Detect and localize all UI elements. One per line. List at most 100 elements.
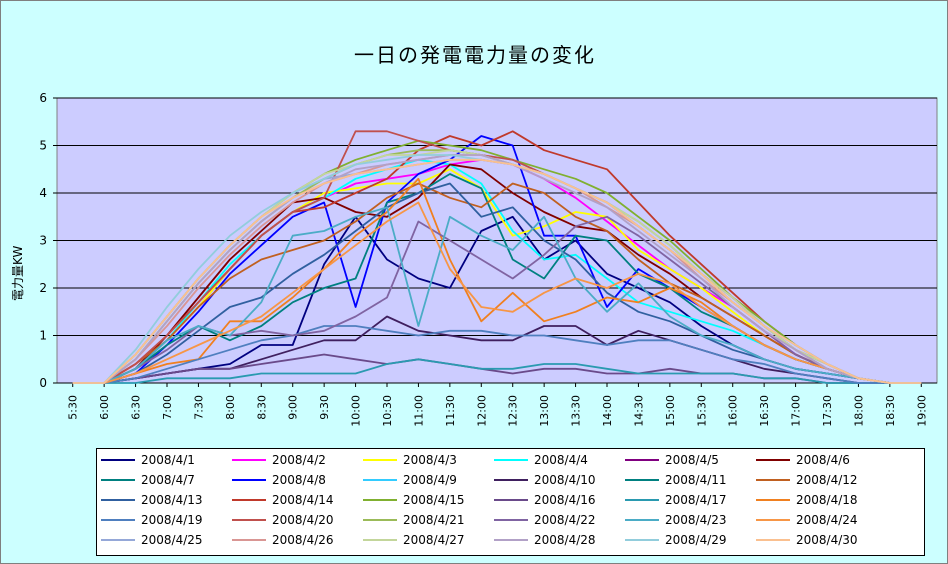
x-tick-label: 16:30 [758,395,771,427]
legend-item: 2008/4/17 [625,492,727,508]
legend-item: 2008/4/9 [363,472,457,488]
x-tick-label: 15:30 [695,395,708,427]
legend-label: 2008/4/3 [403,453,457,467]
legend-label: 2008/4/15 [403,493,465,507]
x-tick-label: 14:00 [601,395,614,427]
legend-swatch [232,519,266,521]
x-tick-label: 13:30 [570,395,583,427]
legend-swatch [494,479,528,481]
legend-swatch [756,459,790,461]
legend-label: 2008/4/30 [796,533,858,547]
x-tick-label: 11:00 [412,395,425,427]
legend-item: 2008/4/27 [363,532,465,548]
y-tick-label: 1 [39,329,47,343]
legend-label: 2008/4/21 [403,513,465,527]
legend-swatch [756,539,790,541]
y-tick-label: 3 [39,234,47,248]
plot-area: 0 1 2 3 4 5 6 5:30 6:00 6:30 7:00 7:30 8:00 8:30 9:00 9… [39,91,938,427]
x-tick-label: 13:00 [538,395,551,427]
legend-swatch [363,479,397,481]
legend-item: 2008/4/2 [232,452,326,468]
legend-swatch [625,499,659,501]
series-line [72,182,922,384]
legend-item: 2008/4/3 [363,452,457,468]
x-tick-label: 16:00 [727,395,740,427]
legend-swatch [363,459,397,461]
legend-item: 2008/4/19 [101,512,203,528]
y-tick-label: 6 [39,91,47,105]
y-axis-label: 電力量KW [11,245,25,301]
x-tick-label: 18:30 [884,395,897,427]
legend-label: 2008/4/13 [141,493,203,507]
legend-swatch [625,539,659,541]
legend-label: 2008/4/26 [272,533,334,547]
legend-swatch [494,539,528,541]
legend-swatch [756,519,790,521]
x-tick-label: 18:00 [852,395,865,427]
legend-item: 2008/4/22 [494,512,596,528]
x-tick-label: 8:00 [224,395,237,420]
legend-swatch [232,539,266,541]
legend-swatch [363,539,397,541]
legend-label: 2008/4/24 [796,513,858,527]
legend-item: 2008/4/26 [232,532,334,548]
series-line [72,206,922,384]
legend-item: 2008/4/7 [101,472,195,488]
legend-swatch [101,539,135,541]
legend-item: 2008/4/11 [625,472,727,488]
legend-swatch [101,519,135,521]
legend-item: 2008/4/12 [756,472,858,488]
legend-swatch [232,459,266,461]
legend-swatch [101,479,135,481]
x-tick-label: 17:30 [821,395,834,427]
legend-item: 2008/4/18 [756,492,858,508]
legend-label: 2008/4/29 [665,533,727,547]
legend-swatch [363,519,397,521]
series-line [72,201,922,384]
legend-label: 2008/4/1 [141,453,195,467]
legend-label: 2008/4/7 [141,473,195,487]
x-tick-label: 15:00 [664,395,677,427]
legend-label: 2008/4/27 [403,533,465,547]
y-tick-label: 5 [39,139,47,153]
legend-item: 2008/4/13 [101,492,203,508]
legend-item: 2008/4/14 [232,492,334,508]
x-tick-label: 6:00 [98,395,111,420]
legend-swatch [101,459,135,461]
legend-label: 2008/4/25 [141,533,203,547]
series-line [72,158,922,384]
series-line [72,154,922,384]
legend-item: 2008/4/21 [363,512,465,528]
x-tick-label: 10:00 [350,395,363,427]
legend-label: 2008/4/16 [534,493,596,507]
legend-swatch [625,479,659,481]
legend-label: 2008/4/9 [403,473,457,487]
legend-item: 2008/4/28 [494,532,596,548]
legend-swatch [494,519,528,521]
legend-label: 2008/4/18 [796,493,858,507]
legend-swatch [756,499,790,501]
x-tick-label: 19:00 [915,395,928,427]
chart-title: 一日の発電電力量の変化 [354,43,596,67]
x-tick-label: 17:00 [790,395,803,427]
legend-label: 2008/4/14 [272,493,334,507]
y-tick-label: 2 [39,281,47,295]
legend-swatch [494,499,528,501]
x-tick-label: 6:30 [130,395,143,420]
legend-swatch [232,499,266,501]
legend-item: 2008/4/23 [625,512,727,528]
legend-label: 2008/4/17 [665,493,727,507]
legend-label: 2008/4/28 [534,533,596,547]
legend-label: 2008/4/5 [665,453,719,467]
legend-swatch [625,519,659,521]
x-tick-label: 10:30 [381,395,394,427]
x-tick-label: 9:00 [287,395,300,420]
legend-item: 2008/4/10 [494,472,596,488]
x-tick-label: 9:30 [318,395,331,420]
series-line [72,325,922,384]
legend-label: 2008/4/23 [665,513,727,527]
legend-item: 2008/4/20 [232,512,334,528]
legend-label: 2008/4/12 [796,473,858,487]
x-tick-label: 5:30 [67,395,80,420]
